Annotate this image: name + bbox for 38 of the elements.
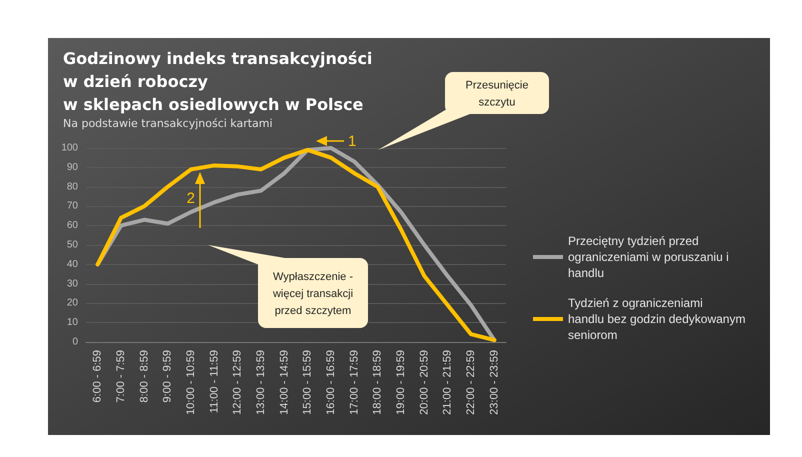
- x-tick-label: 22:00 - 22:59: [465, 350, 477, 415]
- x-tick-label: 21:00 - 21:59: [442, 350, 454, 415]
- x-tick-label: 8:00 - 8:59: [138, 350, 150, 403]
- y-tick-label: 70: [66, 200, 78, 212]
- annotation: 1: [348, 133, 356, 150]
- legend-label: Przeciętny tydzień przed ograniczeniami w poruszaniu i handlu: [568, 234, 729, 280]
- y-tick-label: 80: [66, 181, 78, 192]
- x-tick-label: 6:00 - 6:59: [92, 350, 104, 403]
- y-tick-label: 90: [66, 162, 78, 173]
- y-tick-label: 10: [66, 317, 78, 328]
- x-tick-label: 11:00 - 11:59: [208, 350, 220, 414]
- callout: Wypłaszczenie - więcej transakcji przed szczytem: [208, 245, 368, 328]
- x-tick-label: 7:00 - 7:59: [115, 350, 127, 403]
- x-tick-label: 10:00 - 10:59: [185, 350, 197, 415]
- y-tick-label: 60: [66, 220, 78, 232]
- chart-subtitle: Na podstawie transakcyjności kartami: [63, 117, 273, 130]
- x-tick-label: 17:00 - 17:59: [348, 350, 360, 415]
- y-tick-label: 30: [66, 278, 78, 290]
- x-tick-label: 14:00 - 14:59: [278, 350, 290, 415]
- annotation: Wypłaszczenie - więcej transakcji przed szczytem: [272, 271, 354, 317]
- x-tick-label: 20:00 - 20:59: [418, 350, 430, 415]
- x-tick-label: 23:00 - 23:59: [488, 350, 500, 415]
- x-tick-label: 15:00 - 15:59: [302, 350, 314, 415]
- y-tick-label: 20: [66, 298, 78, 309]
- y-tick-label: 0: [72, 336, 78, 348]
- legend-label: Tydzień z ograniczeniami handlu bez godzin dedykowanym seniorom: [568, 296, 746, 342]
- y-tick-label: 40: [66, 258, 78, 270]
- annotation: 2: [186, 190, 195, 207]
- y-tick-label: 50: [66, 240, 78, 250]
- y-tick-label: 100: [61, 142, 78, 154]
- chart-title: Godzinowy indeks transakcyjności w dzień roboczy w sklepach osiedlowych w Polsce: [63, 49, 372, 114]
- x-tick-label: 12:00 - 12:59: [232, 350, 244, 415]
- x-tick-label: 16:00 - 16:59: [325, 350, 337, 415]
- x-tick-label: 13:00 - 13:59: [255, 350, 267, 415]
- callout: Przesunięcie szczytu: [378, 72, 549, 150]
- x-tick-label: 18:00 - 18:59: [372, 350, 384, 415]
- x-tick-label: 9:00 - 9:59: [162, 350, 174, 403]
- x-tick-label: 19:00 - 19:59: [395, 350, 407, 415]
